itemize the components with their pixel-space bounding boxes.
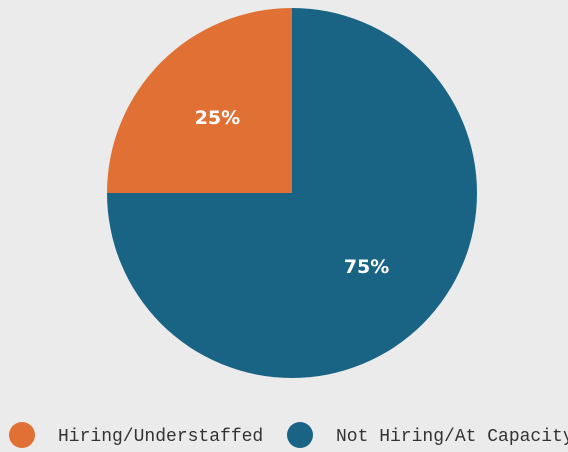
pie-slice (107, 8, 477, 378)
data-label: 75% (344, 256, 389, 278)
legend-label: Hiring/Understaffed (58, 427, 263, 447)
pie-slice (107, 8, 292, 193)
legend-swatch (9, 422, 35, 448)
legend-swatch (287, 422, 313, 448)
data-label: 25% (195, 107, 240, 129)
legend-label: Not Hiring/At Capacity (336, 427, 568, 447)
